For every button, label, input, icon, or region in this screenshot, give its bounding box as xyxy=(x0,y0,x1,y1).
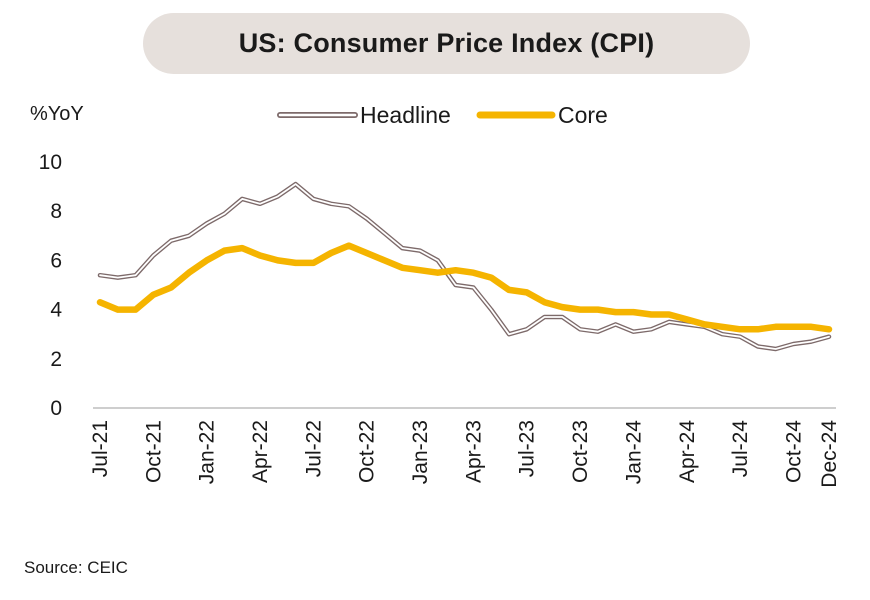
core-line xyxy=(96,242,833,333)
y-tick-label: 0 xyxy=(50,397,62,420)
x-tick-label: Dec-24 xyxy=(818,420,841,488)
x-tick-label: Jan-24 xyxy=(622,420,645,485)
x-tick-label: Oct-23 xyxy=(569,420,592,483)
x-tick-label: Jan-22 xyxy=(196,420,219,484)
x-tick-label: Jul-24 xyxy=(729,420,752,478)
legend-item-headline: Headline xyxy=(277,102,451,128)
x-axis-ticks: Jul-21 Oct-21 Jan-22 Apr-22 Jul-22 Oct-22 Jan-… xyxy=(89,420,841,488)
legend-label: Core xyxy=(558,102,608,128)
chart-series xyxy=(96,181,833,352)
y-tick-label: 8 xyxy=(50,200,62,223)
x-tick-label: Apr-24 xyxy=(676,420,699,483)
y-tick-label: 6 xyxy=(50,249,62,272)
legend-label: Headline xyxy=(360,102,451,128)
y-axis-label: %YoY xyxy=(30,103,84,125)
x-tick-label: Jul-21 xyxy=(89,420,112,477)
y-tick-label: 10 xyxy=(39,151,62,174)
x-tick-label: Oct-21 xyxy=(142,420,165,483)
x-tick-label: Oct-22 xyxy=(356,420,379,483)
x-tick-label: Apr-22 xyxy=(249,420,272,483)
x-tick-label: Apr-23 xyxy=(462,420,485,483)
source-note: Source: CEIC xyxy=(24,558,128,577)
series-core xyxy=(96,242,833,333)
x-tick-label: Jul-23 xyxy=(516,420,539,477)
chart-title: US: Consumer Price Index (CPI) xyxy=(238,28,655,58)
x-tick-label: Jan-23 xyxy=(409,420,432,484)
legend-item-core: Core xyxy=(476,102,608,128)
chart-legend: Headline Core xyxy=(277,102,608,128)
y-tick-label: 4 xyxy=(50,299,62,322)
y-tick-label: 2 xyxy=(50,348,62,371)
x-tick-label: Jul-22 xyxy=(302,420,325,477)
chart-title-pill: US: Consumer Price Index (CPI) xyxy=(143,13,750,74)
x-tick-label: Oct-24 xyxy=(782,420,805,483)
y-axis-ticks: 0 2 4 6 8 10 xyxy=(39,151,63,420)
